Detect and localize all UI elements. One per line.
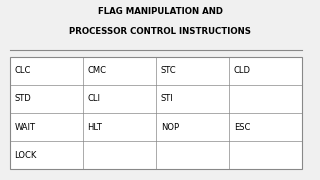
Text: CLI: CLI <box>88 94 100 103</box>
Text: PROCESSOR CONTROL INSTRUCTIONS: PROCESSOR CONTROL INSTRUCTIONS <box>69 27 251 36</box>
Text: CLC: CLC <box>14 66 31 75</box>
Text: LOCK: LOCK <box>14 151 37 160</box>
Text: STD: STD <box>14 94 31 103</box>
Text: ESC: ESC <box>234 123 250 132</box>
Text: NOP: NOP <box>161 123 179 132</box>
Text: CLD: CLD <box>234 66 251 75</box>
Text: HLT: HLT <box>88 123 102 132</box>
Text: FLAG MANIPULATION AND: FLAG MANIPULATION AND <box>98 7 222 16</box>
Text: WAIT: WAIT <box>14 123 36 132</box>
Bar <box>10 57 302 169</box>
Text: STC: STC <box>161 66 176 75</box>
Text: CMC: CMC <box>88 66 107 75</box>
Text: STI: STI <box>161 94 173 103</box>
